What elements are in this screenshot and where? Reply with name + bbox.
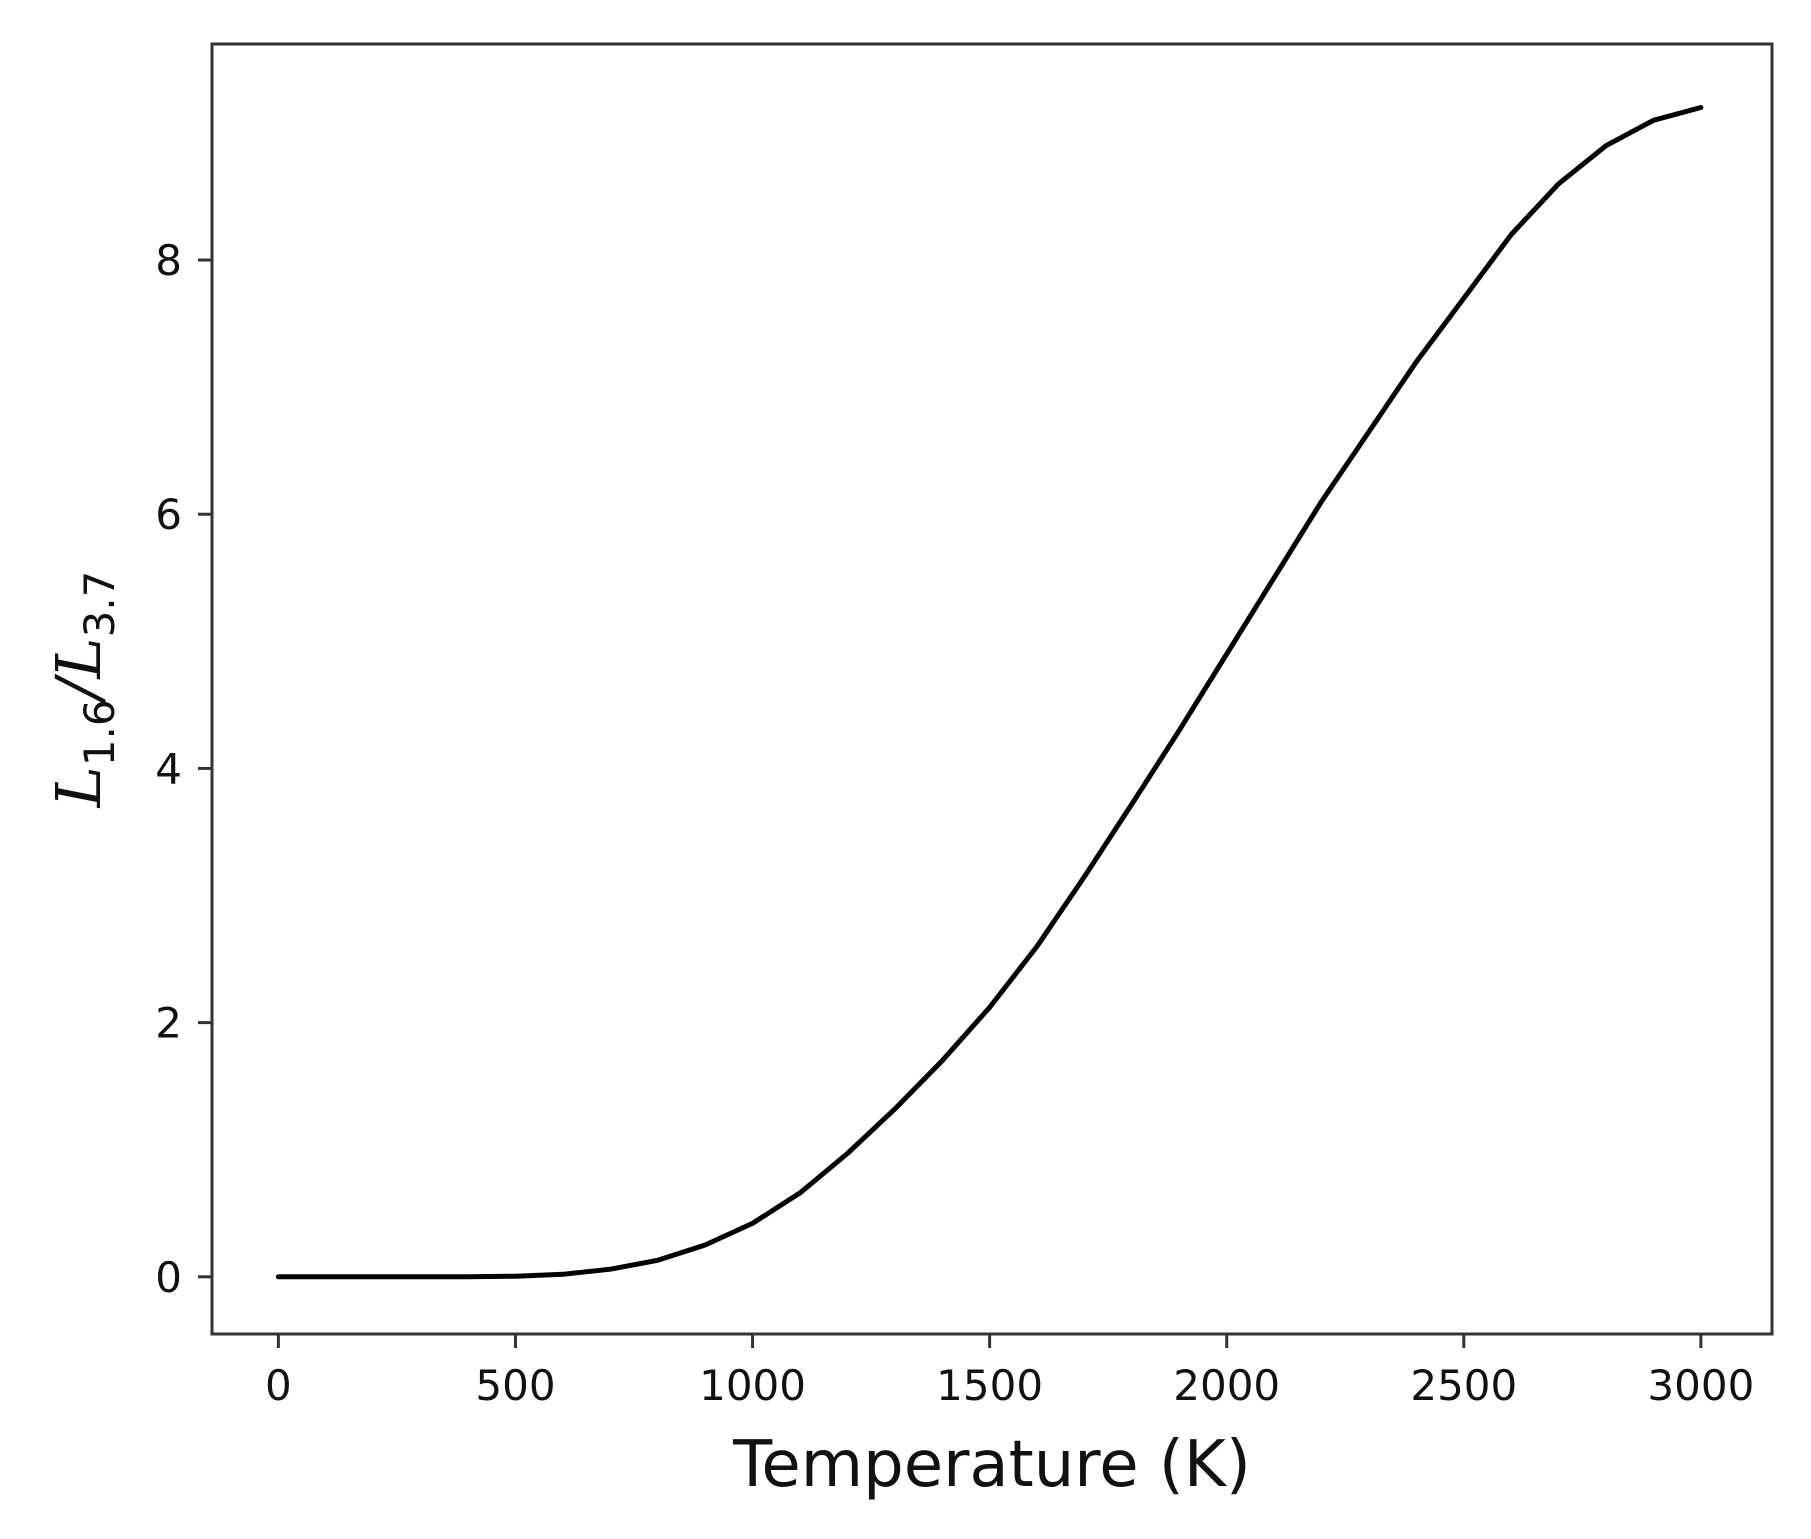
y-tick-label: 4 bbox=[155, 744, 182, 793]
x-axis-ticks: 0 500 1000 1500 2000 2500 3000 bbox=[265, 1334, 1754, 1410]
y-tick-label: 8 bbox=[155, 236, 182, 285]
y-axis-ticks: 0 2 4 6 8 bbox=[155, 236, 212, 1302]
x-tick-label: 2000 bbox=[1173, 1361, 1280, 1410]
x-tick-label: 1000 bbox=[699, 1361, 806, 1410]
x-tick-label: 0 bbox=[265, 1361, 292, 1410]
x-tick-label: 500 bbox=[475, 1361, 555, 1410]
x-tick-label: 1500 bbox=[936, 1361, 1043, 1410]
y-tick-label: 6 bbox=[155, 490, 182, 539]
y-label-subscript-1: 1.6 bbox=[75, 699, 124, 766]
y-label-symbol-2: L bbox=[42, 637, 115, 679]
y-tick-label: 2 bbox=[155, 999, 182, 1048]
series-layer bbox=[275, 105, 1704, 1280]
y-label-symbol-1: L bbox=[42, 766, 115, 808]
y-label-slash: / bbox=[42, 673, 115, 704]
series-line bbox=[275, 105, 1704, 1280]
svg-text:L1.6/L3.7: L1.6/L3.7 bbox=[42, 571, 124, 809]
x-tick-label: 2500 bbox=[1410, 1361, 1517, 1410]
plot-frame bbox=[210, 42, 1774, 1336]
y-tick-label: 0 bbox=[155, 1253, 182, 1302]
x-tick-label: 3000 bbox=[1647, 1361, 1754, 1410]
y-axis-label: L1.6/L3.7 bbox=[42, 571, 124, 809]
x-axis-label: Temperature (K) bbox=[732, 1428, 1251, 1502]
y-label-subscript-2: 3.7 bbox=[75, 571, 124, 638]
